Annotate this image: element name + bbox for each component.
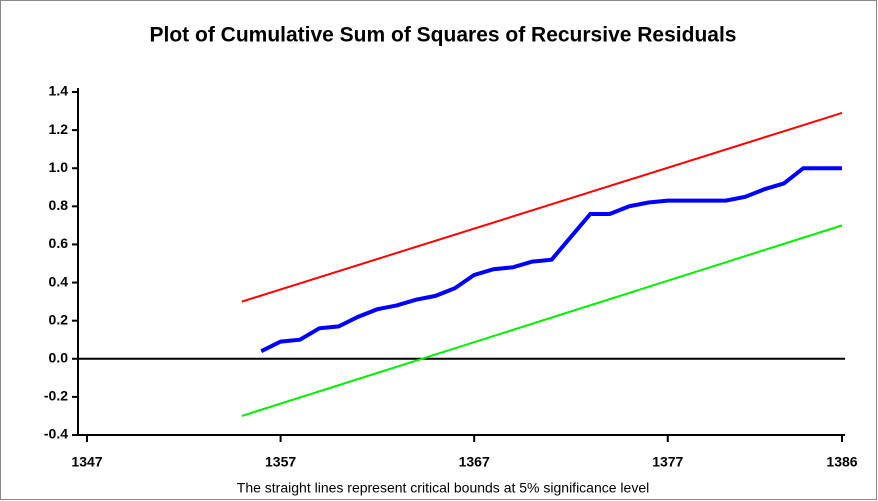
chart: Plot of Cumulative Sum of Squares of Rec… [0,0,878,501]
note: The straight lines represent critical bo… [237,480,649,496]
x-tick-label: 1367 [459,454,490,470]
x-tick-label: 1377 [652,454,683,470]
y-tick-label: 1.4 [49,83,69,99]
y-tick-label: 0.4 [49,273,69,289]
y-tick-label: 1.0 [49,159,69,175]
frame [1,1,877,500]
chart-title: Plot of Cumulative Sum of Squares of Rec… [150,24,737,47]
x-tick-label: 1386 [826,454,857,470]
y-tick-label: -0.2 [44,388,68,404]
x-tick-label: 1357 [265,454,296,470]
y-tick-label: 0.2 [49,311,69,327]
x-tick-label: 1347 [71,454,102,470]
series-line [242,113,842,302]
y-tick-label: 0.0 [49,349,69,365]
series-line [261,168,842,351]
series-line [242,225,842,416]
y-tick-label: 0.8 [49,197,69,213]
y-tick-label: 1.2 [49,121,69,137]
y-tick-label: 0.6 [49,235,69,251]
y-tick-label: -0.4 [44,426,68,442]
